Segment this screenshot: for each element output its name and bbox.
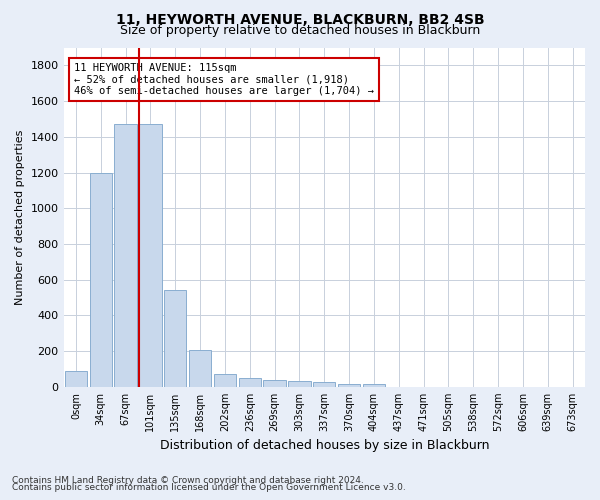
Bar <box>89 172 112 387</box>
Bar <box>115 124 137 387</box>
Bar <box>189 350 211 387</box>
Bar <box>65 370 87 387</box>
Bar <box>239 378 261 387</box>
Bar <box>338 384 360 387</box>
Bar <box>363 384 385 387</box>
Bar <box>164 290 187 387</box>
Text: Contains HM Land Registry data © Crown copyright and database right 2024.: Contains HM Land Registry data © Crown c… <box>12 476 364 485</box>
Bar <box>139 124 161 387</box>
Text: Size of property relative to detached houses in Blackburn: Size of property relative to detached ho… <box>120 24 480 37</box>
Bar <box>288 382 311 387</box>
Text: 11 HEYWORTH AVENUE: 115sqm
← 52% of detached houses are smaller (1,918)
46% of s: 11 HEYWORTH AVENUE: 115sqm ← 52% of deta… <box>74 63 374 96</box>
Text: Contains public sector information licensed under the Open Government Licence v3: Contains public sector information licen… <box>12 484 406 492</box>
Text: 11, HEYWORTH AVENUE, BLACKBURN, BB2 4SB: 11, HEYWORTH AVENUE, BLACKBURN, BB2 4SB <box>116 12 484 26</box>
Y-axis label: Number of detached properties: Number of detached properties <box>15 130 25 305</box>
Bar <box>214 374 236 387</box>
Bar <box>313 382 335 387</box>
Bar <box>263 380 286 387</box>
X-axis label: Distribution of detached houses by size in Blackburn: Distribution of detached houses by size … <box>160 440 489 452</box>
